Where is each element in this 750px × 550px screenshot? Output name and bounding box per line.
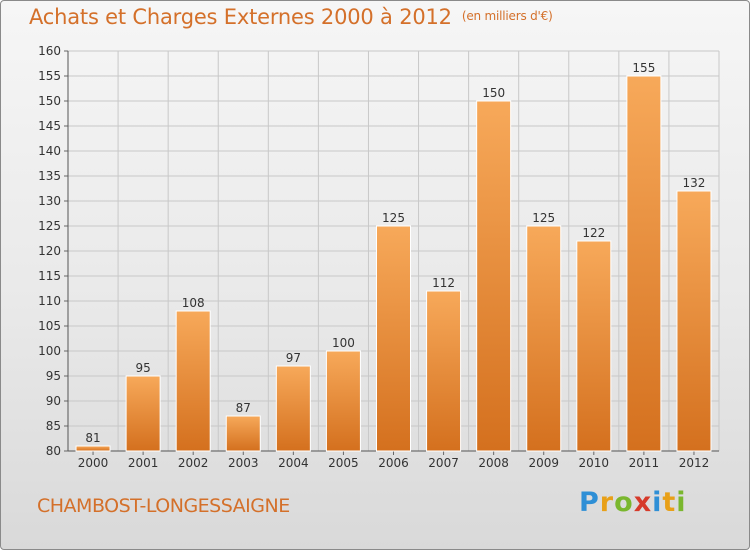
logo-letter: t — [662, 487, 677, 518]
data-label: 97 — [286, 351, 301, 365]
data-label: 125 — [532, 211, 555, 225]
bar — [75, 445, 111, 452]
x-tick-label: 2008 — [478, 456, 509, 470]
x-tick-label: 2001 — [128, 456, 159, 470]
bar — [476, 100, 512, 452]
commune-name: CHAMBOST-LONGESSAIGNE — [37, 495, 290, 517]
bar — [325, 350, 361, 452]
proxiti-logo: Proxiti — [579, 487, 687, 518]
y-tick-label: 95 — [46, 369, 61, 383]
logo-letter: r — [599, 487, 615, 518]
data-label: 81 — [85, 431, 100, 445]
data-label: 132 — [683, 176, 706, 190]
bar — [626, 75, 662, 452]
bar — [225, 415, 261, 452]
bar — [676, 190, 712, 452]
data-label: 122 — [582, 226, 605, 240]
x-tick-label: 2009 — [528, 456, 559, 470]
x-tick-label: 2005 — [328, 456, 359, 470]
x-tick-label: 2002 — [178, 456, 209, 470]
y-tick-label: 105 — [38, 319, 61, 333]
y-tick-label: 130 — [38, 194, 61, 208]
x-tick-label: 2004 — [278, 456, 309, 470]
chart-title-text: Achats et Charges Externes 2000 à 2012 — [29, 5, 452, 29]
logo-letter: P — [579, 487, 600, 518]
chart-title: Achats et Charges Externes 2000 à 2012 (e… — [29, 5, 553, 29]
data-label: 112 — [432, 276, 455, 290]
labels: 80 85 90 95 100 105 110 115 120 125 130 135 140 145 15… — [38, 44, 709, 470]
y-tick-label: 115 — [38, 269, 61, 283]
y-tick-label: 145 — [38, 119, 61, 133]
bar — [426, 290, 462, 452]
y-tick-label: 85 — [46, 419, 61, 433]
logo-letter: o — [614, 487, 634, 518]
bar — [125, 375, 161, 452]
data-label: 125 — [382, 211, 405, 225]
x-tick-label: 2012 — [679, 456, 710, 470]
data-label: 100 — [332, 336, 355, 350]
y-tick-label: 100 — [38, 344, 61, 358]
y-tick-label: 90 — [46, 394, 61, 408]
bar — [376, 225, 411, 452]
data-label: 95 — [135, 361, 150, 375]
y-tick-label: 155 — [38, 69, 61, 83]
x-tick-label: 2010 — [579, 456, 610, 470]
bar — [576, 240, 612, 452]
chart-unit-label: (en milliers d'€) — [461, 9, 553, 23]
bar — [275, 365, 311, 452]
logo-letter: i — [652, 487, 663, 518]
y-tick-label: 110 — [38, 294, 61, 308]
y-tick-label: 140 — [38, 144, 61, 158]
x-tick-label: 2011 — [629, 456, 660, 470]
logo-letter: i — [676, 487, 687, 518]
logo-letter: x — [633, 487, 653, 518]
y-tick-label: 150 — [38, 94, 61, 108]
data-label: 87 — [236, 401, 251, 415]
bar — [175, 310, 211, 452]
data-label: 150 — [482, 86, 505, 100]
y-tick-label: 80 — [46, 444, 61, 458]
data-label: 108 — [182, 296, 205, 310]
bar — [526, 225, 562, 452]
y-tick-label: 135 — [38, 169, 61, 183]
x-tick-label: 2007 — [428, 456, 459, 470]
x-tick-label: 2000 — [78, 456, 109, 470]
y-tick-label: 120 — [38, 244, 61, 258]
y-tick-label: 125 — [38, 219, 61, 233]
x-tick-label: 2003 — [228, 456, 259, 470]
y-tick-label: 160 — [38, 44, 61, 58]
x-tick-label: 2006 — [378, 456, 409, 470]
bars — [75, 75, 712, 452]
data-label: 155 — [632, 61, 655, 75]
